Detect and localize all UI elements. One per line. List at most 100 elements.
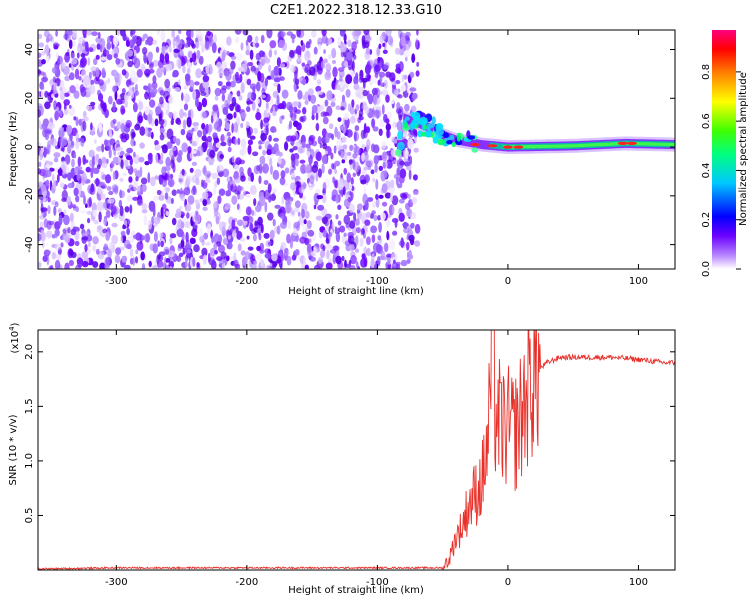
noise-blob <box>332 60 336 64</box>
noise-blob <box>213 202 218 209</box>
noise-blob <box>147 83 152 93</box>
noise-blob <box>306 243 312 253</box>
noise-blob <box>364 219 371 226</box>
noise-blob <box>202 75 210 83</box>
noise-blob <box>269 157 273 167</box>
colorbar-tick-label: 0.0 <box>701 261 712 277</box>
noise-blob <box>291 210 295 216</box>
noise-blob <box>81 251 89 259</box>
noise-blob <box>247 139 253 146</box>
noise-blob <box>170 197 174 205</box>
noise-blob <box>336 131 341 140</box>
noise-blob <box>354 235 359 246</box>
spectrogram-x-axis-label: Height of straight line (km) <box>288 286 424 297</box>
noise-blob <box>272 218 276 227</box>
noise-blob <box>315 215 323 221</box>
noise-blob <box>301 141 306 149</box>
noise-blob <box>231 155 235 163</box>
noise-blob <box>71 30 78 39</box>
noise-blob <box>259 195 266 207</box>
noise-blob <box>221 93 226 102</box>
noise-blob <box>192 186 196 192</box>
noise-blob <box>129 69 137 81</box>
noise-blob <box>197 130 203 138</box>
noise-blob <box>395 176 399 186</box>
noise-blob <box>136 199 144 207</box>
noise-blob <box>141 263 146 269</box>
noise-blob <box>349 106 355 115</box>
noise-blob <box>224 202 231 210</box>
noise-blob <box>370 143 376 153</box>
noise-blob <box>92 236 99 245</box>
noise-blob <box>45 230 53 239</box>
noise-blob <box>174 87 181 92</box>
noise-blob <box>341 255 345 262</box>
noise-blob <box>199 40 206 48</box>
noise-blob <box>294 249 300 256</box>
noise-blob <box>144 91 149 100</box>
noise-blob <box>193 124 199 132</box>
noise-blob <box>42 255 48 262</box>
noise-blob <box>268 64 271 73</box>
noise-blob <box>218 244 225 254</box>
noise-blob <box>44 90 49 98</box>
noise-blob <box>357 30 362 35</box>
noise-blob <box>276 225 281 235</box>
noise-blob <box>78 36 86 45</box>
noise-blob <box>273 127 277 133</box>
noise-blob <box>286 31 293 36</box>
noise-blob <box>294 200 301 208</box>
noise-blob <box>330 152 334 160</box>
noise-blob <box>368 93 374 105</box>
noise-blob <box>92 209 98 217</box>
noise-blob <box>383 113 388 123</box>
y-tick-label: 0 <box>24 144 35 150</box>
noise-blob <box>260 223 264 234</box>
noise-blob <box>148 63 154 70</box>
noise-blob <box>235 157 242 166</box>
noise-blob <box>216 177 221 185</box>
noise-blob <box>329 123 334 130</box>
noise-blob <box>265 57 271 64</box>
noise-blob <box>157 253 161 260</box>
noise-blob <box>167 63 172 72</box>
noise-blob <box>92 244 97 252</box>
noise-blob <box>194 199 200 204</box>
noise-blob <box>250 65 256 72</box>
noise-blob <box>337 36 342 47</box>
noise-blob <box>200 91 207 97</box>
noise-blob <box>321 30 327 37</box>
noise-blob <box>240 122 244 129</box>
noise-blob <box>77 257 83 268</box>
noise-blob <box>127 164 131 170</box>
noise-blob <box>349 115 356 124</box>
noise-blob <box>375 179 379 190</box>
noise-blob <box>199 227 203 237</box>
noise-blob <box>311 164 319 173</box>
noise-blob <box>199 235 205 243</box>
noise-blob <box>274 49 277 56</box>
noise-blob <box>381 140 387 149</box>
noise-blob <box>370 225 377 234</box>
noise-blob <box>92 104 95 110</box>
noise-blob <box>55 51 59 60</box>
noise-blob <box>343 152 348 161</box>
noise-blob <box>70 52 75 59</box>
noise-blob <box>403 49 410 58</box>
noise-blob <box>165 156 171 168</box>
noise-blob <box>242 256 248 267</box>
noise-blob <box>147 172 151 184</box>
noise-blob <box>80 53 86 58</box>
noise-blob <box>346 129 353 138</box>
noise-blob <box>296 122 302 131</box>
noise-blob <box>335 232 341 243</box>
noise-blob <box>387 35 393 46</box>
noise-blob <box>411 92 418 100</box>
noise-blob <box>348 203 356 213</box>
noise-blob <box>313 204 317 210</box>
noise-blob <box>371 118 376 128</box>
noise-blob <box>255 205 262 213</box>
noise-blob <box>310 94 317 104</box>
noise-blob <box>163 101 169 112</box>
noise-blob <box>153 216 161 225</box>
